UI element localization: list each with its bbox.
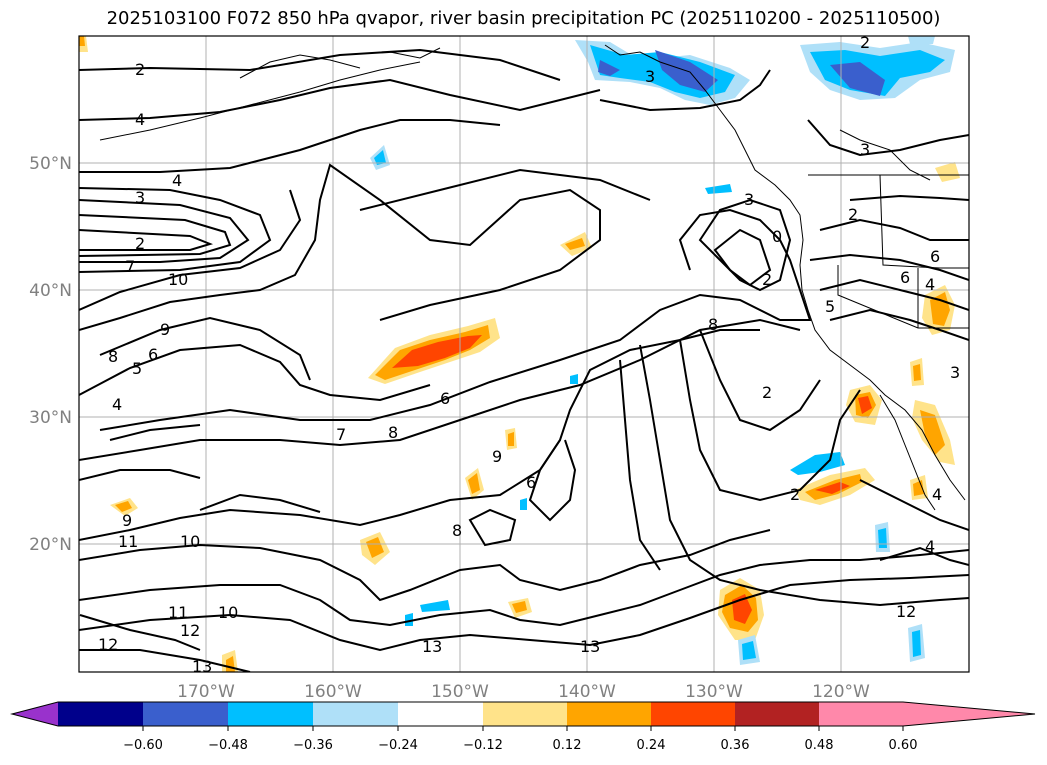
lon-label-160w: 160°W	[304, 682, 362, 702]
contour-label: 10	[168, 270, 188, 289]
contour-label: 8	[108, 347, 118, 366]
lon-label-130w: 130°W	[685, 682, 743, 702]
colorbar-bin	[143, 702, 228, 726]
contour-label: 3	[744, 190, 754, 209]
colorbar: −0.60 −0.48 −0.36 −0.24 −0.12 0.12 0.24 …	[10, 701, 1036, 753]
contour-label: 8	[708, 315, 718, 334]
colorbar-bin	[483, 702, 567, 726]
lon-label-140w: 140°W	[558, 682, 616, 702]
contour-label: 9	[160, 320, 170, 339]
contour-label: 6	[900, 268, 910, 287]
contour-label: 6	[440, 389, 450, 408]
contour-label: 9	[122, 511, 132, 530]
contour-label: 12	[98, 635, 118, 654]
contour-label: 13	[422, 637, 442, 656]
contour-label: 4	[172, 171, 182, 190]
map-title: 2025103100 F072 850 hPa qvapor, river ba…	[106, 8, 941, 29]
plot-frame	[78, 35, 970, 673]
contour-label: 2	[135, 234, 145, 253]
lat-label-20n: 20°N	[29, 535, 72, 555]
colorbar-bin	[651, 702, 735, 726]
colorbar-bin	[735, 702, 819, 726]
lat-label-50n: 50°N	[29, 154, 72, 174]
contour-label: 6	[148, 345, 158, 364]
contour-label: 7	[336, 425, 346, 444]
colorbar-tick-label: 0.36	[721, 738, 750, 753]
colorbar-tick-label: 0.48	[805, 738, 834, 753]
contour-label: 2	[790, 485, 800, 504]
lon-label-120w: 120°W	[812, 682, 870, 702]
contour-label: 6	[930, 247, 940, 266]
contour-label: 11	[168, 603, 188, 622]
colorbar-tick-label: −0.48	[208, 738, 248, 753]
contour-label: 4	[925, 275, 935, 294]
contour-label: 4	[925, 537, 935, 556]
lon-label-170w: 170°W	[177, 682, 235, 702]
contour-label: 13	[192, 657, 212, 676]
colorbar-bin	[567, 702, 651, 726]
colorbar-bin	[819, 702, 903, 726]
colorbar-bin	[228, 702, 313, 726]
contour-label: 13	[580, 637, 600, 656]
longitude-labels: 170°W 160°W 150°W 140°W 130°W 120°W	[177, 682, 870, 702]
colorbar-extend-min	[12, 702, 58, 726]
contour-label: 3	[135, 188, 145, 207]
contour-label: 2	[135, 60, 145, 79]
contour-label: 9	[492, 447, 502, 466]
contour-label: 6	[526, 473, 536, 492]
contour-label: 4	[932, 485, 942, 504]
lon-label-150w: 150°W	[431, 682, 489, 702]
coastlines	[99, 44, 969, 511]
lat-label-30n: 30°N	[29, 408, 72, 428]
colorbar-tick-label: 0.12	[553, 738, 582, 753]
colorbar-tick-label: 0.24	[637, 738, 666, 753]
lat-label-40n: 40°N	[29, 281, 72, 301]
colorbar-bin	[313, 702, 398, 726]
plot-area	[79, 36, 969, 672]
contour-label: 8	[452, 521, 462, 540]
contour-label: 2	[860, 33, 870, 52]
contour-label: 8	[388, 423, 398, 442]
contour-label: 3	[860, 140, 870, 159]
contour-label: 11	[118, 532, 138, 551]
contour-label-group: 2 4 4 3 2 7 10 9 8 6 5 4 9 11 10 11 10 1…	[98, 33, 960, 676]
contour-label: 5	[825, 297, 835, 316]
colorbar-bin	[398, 702, 483, 726]
colorbar-tick-label: −0.24	[378, 738, 418, 753]
latitude-labels: 50°N 40°N 30°N 20°N	[29, 154, 72, 555]
contour-label: 7	[125, 257, 135, 276]
contour-label: 2	[848, 205, 858, 224]
contour-label: 10	[180, 532, 200, 551]
contour-label: 12	[180, 621, 200, 640]
contour-label: 4	[135, 110, 145, 129]
colorbar-tick-label: −0.12	[463, 738, 503, 753]
contour-label: 5	[132, 359, 142, 378]
contour-label: 3	[645, 67, 655, 86]
contour-label: 3	[950, 363, 960, 382]
contour-label: 4	[112, 395, 122, 414]
contour-label: 10	[218, 603, 238, 622]
colorbar-tick-label: −0.60	[123, 738, 163, 753]
qvapor-contours	[79, 48, 969, 672]
contour-label: 2	[762, 270, 772, 289]
contour-label: 2	[762, 383, 772, 402]
colorbar-bin	[58, 702, 143, 726]
colorbar-tick-label: 0.60	[889, 738, 918, 753]
colorbar-extend-max	[903, 702, 1035, 726]
contour-label: 0	[772, 227, 782, 246]
contour-label: 12	[896, 602, 916, 621]
colorbar-tick-label: −0.36	[293, 738, 333, 753]
graticule	[79, 36, 969, 672]
